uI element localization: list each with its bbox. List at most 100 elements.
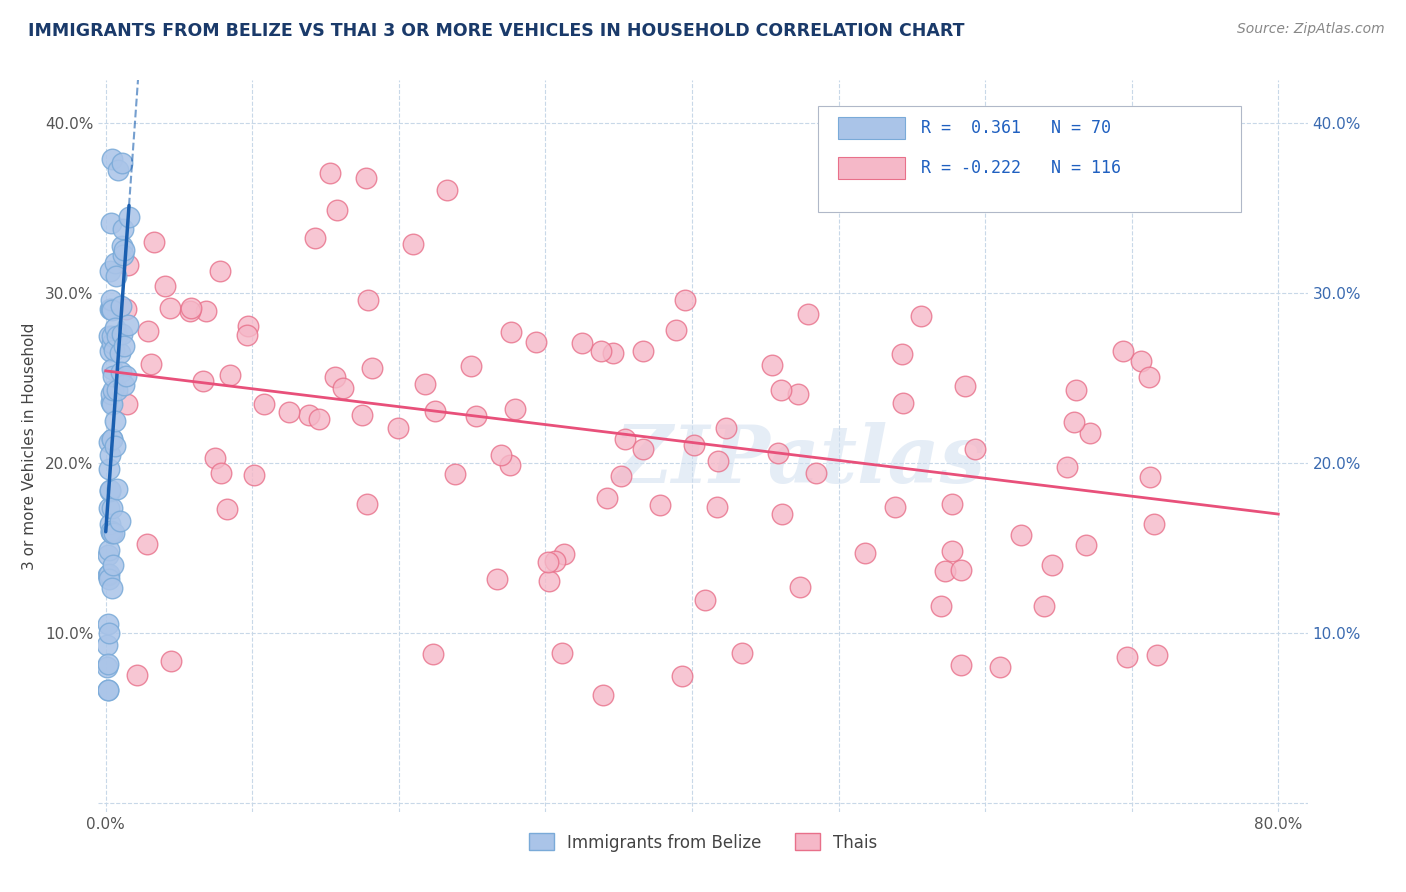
Point (155, 278, 177, 293)
Point (489, 449, 512, 463)
Point (761, 359, 783, 373)
Point (98, 302, 121, 317)
Point (352, 409, 374, 423)
Point (127, 668, 149, 682)
Point (596, 491, 619, 505)
Point (110, 345, 132, 359)
Point (191, 374, 214, 388)
Point (941, 497, 963, 511)
Point (100, 216, 122, 230)
Point (97, 566, 120, 581)
Point (100, 524, 122, 539)
Point (98, 483, 121, 497)
Point (1040, 558, 1063, 572)
Point (104, 256, 127, 270)
Point (1146, 648, 1168, 663)
Point (98, 434, 121, 449)
Point (97, 568, 120, 582)
Point (950, 658, 973, 673)
Point (96, 657, 118, 672)
Point (953, 379, 976, 393)
Point (610, 468, 633, 483)
Point (179, 303, 201, 318)
Point (236, 318, 259, 333)
Point (706, 500, 728, 514)
Point (308, 412, 330, 426)
Point (112, 378, 135, 392)
Point (104, 414, 127, 428)
Point (356, 171, 378, 186)
Point (101, 525, 124, 540)
Point (204, 451, 226, 466)
Point (98, 484, 121, 499)
Point (797, 307, 820, 321)
Bar (838, 157, 905, 179)
Text: IMMIGRANTS FROM BELIZE VS THAI 3 OR MORE VEHICLES IN HOUSEHOLD CORRELATION CHART: IMMIGRANTS FROM BELIZE VS THAI 3 OR MORE… (28, 22, 965, 40)
Point (769, 383, 792, 397)
Point (591, 343, 613, 358)
Point (278, 405, 301, 419)
Point (683, 438, 706, 452)
Point (631, 442, 654, 457)
Point (194, 304, 217, 318)
Point (98, 572, 121, 586)
Point (499, 325, 522, 339)
Point (423, 404, 446, 418)
Point (98, 516, 121, 531)
Point (695, 593, 717, 607)
Point (110, 299, 132, 313)
Point (100, 293, 122, 307)
Point (929, 599, 952, 613)
Point (97, 548, 120, 562)
Point (789, 580, 811, 594)
Point (110, 365, 132, 379)
Point (551, 647, 574, 661)
Point (101, 432, 124, 446)
Point (838, 166, 860, 180)
Point (671, 668, 693, 682)
Point (103, 558, 125, 573)
Point (1074, 539, 1097, 553)
Point (105, 328, 128, 343)
Point (101, 336, 124, 351)
Point (100, 386, 122, 401)
Point (98, 343, 121, 358)
Point (323, 369, 346, 384)
Point (101, 303, 124, 318)
Point (112, 248, 135, 262)
Point (104, 440, 127, 454)
Point (1064, 384, 1087, 398)
Point (97, 617, 120, 632)
Point (115, 397, 138, 411)
Point (105, 383, 128, 397)
Point (356, 497, 378, 511)
Point (101, 329, 124, 343)
Point (304, 231, 326, 245)
Point (486, 572, 509, 586)
Point (1063, 415, 1085, 429)
Point (160, 654, 183, 668)
Point (98, 448, 121, 462)
Point (361, 360, 384, 375)
Point (537, 574, 560, 589)
Point (910, 309, 932, 323)
Point (104, 321, 127, 335)
Point (111, 222, 134, 236)
Point (98, 462, 121, 476)
Point (1137, 370, 1160, 384)
Point (536, 555, 558, 569)
Point (97, 683, 120, 698)
Point (107, 162, 129, 177)
Point (103, 369, 125, 384)
Point (415, 377, 437, 392)
Point (465, 409, 488, 424)
Point (101, 581, 124, 595)
Point (96, 638, 118, 652)
Point (117, 318, 139, 333)
Point (97, 329, 120, 343)
Text: R = -0.222   N = 116: R = -0.222 N = 116 (921, 159, 1121, 177)
Text: ZIPatlas: ZIPatlas (613, 422, 986, 500)
Point (112, 339, 135, 353)
Point (103, 343, 125, 357)
Point (115, 302, 138, 317)
